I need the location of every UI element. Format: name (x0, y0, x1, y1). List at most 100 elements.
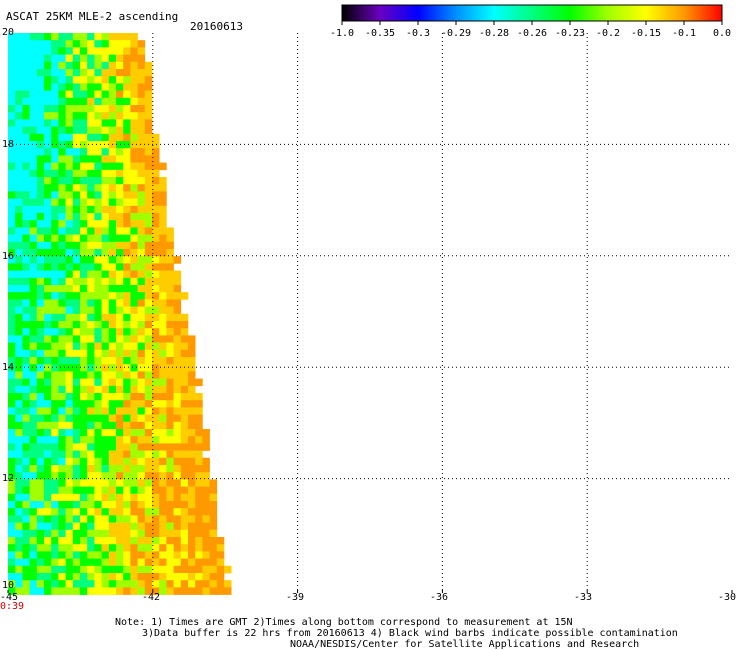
swath-cell (137, 270, 146, 279)
swath-cell (152, 414, 160, 423)
swath-cell (51, 364, 59, 372)
swath-cell (72, 256, 81, 264)
swath-cell (29, 256, 38, 264)
swath-cell (173, 486, 182, 495)
swath-cell (123, 421, 131, 430)
swath-cell (123, 529, 131, 538)
swath-cell (65, 112, 74, 120)
swath-cell (22, 234, 30, 243)
swath-cell (144, 529, 153, 538)
swath-cell (195, 565, 203, 574)
swath-cell (65, 148, 74, 156)
swath-cell (80, 292, 88, 300)
swath-cell (101, 256, 110, 264)
swath-cell (87, 385, 95, 394)
swath-cell (8, 472, 16, 480)
swath-cell (108, 436, 117, 444)
swath-cell (94, 400, 102, 408)
swath-cell (137, 429, 146, 437)
swath-cell (51, 551, 59, 559)
swath-cell (116, 205, 124, 214)
swath-cell (195, 558, 203, 567)
swath-cell (58, 277, 66, 286)
swath-cell (15, 450, 23, 459)
swath-cell (15, 364, 23, 372)
swath-cell (123, 234, 131, 243)
swath-cell (15, 515, 23, 523)
swath-cell (15, 249, 23, 257)
swath-cell (94, 479, 102, 487)
swath-cell (116, 270, 124, 279)
swath-cell (108, 385, 117, 394)
swath-cell (152, 299, 160, 307)
swath-cell (80, 213, 88, 221)
swath-cell (36, 537, 45, 545)
swath-cell (202, 429, 210, 437)
swath-cell (80, 472, 88, 480)
swath-cell (159, 364, 167, 372)
swath-cell (8, 241, 16, 250)
swath-cell (116, 177, 124, 185)
colorbar-label: -1.0 (330, 28, 354, 39)
swath-cell (36, 565, 45, 574)
swath-cell (108, 227, 117, 235)
swath-cell (29, 573, 38, 581)
swath-cell (101, 551, 110, 559)
swath-cell (44, 112, 52, 120)
swath-cell (72, 191, 81, 199)
swath-cell (72, 313, 81, 322)
swath-cell (22, 537, 30, 545)
swath-cell (123, 407, 131, 415)
swath-cell (101, 133, 110, 142)
swath-cell (144, 169, 153, 178)
swath-cell (65, 47, 74, 55)
swath-cell (36, 177, 45, 185)
swath-cell (195, 522, 203, 531)
swath-cell (87, 580, 95, 588)
swath-cell (29, 299, 38, 307)
swath-cell (15, 299, 23, 307)
swath-cell (116, 220, 124, 228)
swath-cell (137, 227, 146, 235)
swath-cell (144, 234, 153, 243)
swath-cell (130, 364, 138, 372)
swath-cell (80, 465, 88, 473)
swath-cell (94, 61, 102, 70)
swath-cell (51, 90, 59, 99)
x-tick-39: -39 (286, 592, 305, 603)
swath-cell (137, 573, 146, 581)
swath-cell (123, 551, 131, 559)
swath-cell (8, 61, 16, 70)
swath-cell (116, 472, 124, 480)
swath-cell (44, 270, 52, 279)
swath-cell (87, 76, 95, 84)
swath-cell (22, 573, 30, 581)
swath-cell (108, 479, 117, 487)
x-tick-42: -42 (142, 592, 161, 603)
swath-cell (173, 407, 182, 415)
swath-cell (80, 234, 88, 243)
swath-cell (152, 465, 160, 473)
swath-cell (108, 306, 117, 315)
swath-cell (87, 479, 95, 487)
swath-cell (29, 342, 38, 351)
swath-cell (72, 400, 81, 408)
swath-cell (87, 105, 95, 113)
swath-cell (15, 141, 23, 149)
swath-cell (101, 486, 110, 495)
swath-cell (159, 414, 167, 423)
swath-cell (51, 205, 59, 214)
swath-cell (51, 486, 59, 495)
swath-cell (44, 479, 52, 487)
swath-cell (29, 90, 38, 99)
swath-cell (180, 508, 189, 516)
swath-cell (44, 357, 52, 365)
swath-cell (137, 479, 146, 487)
swath-cell (58, 544, 66, 552)
swath-cell (87, 126, 95, 135)
swath-cell (144, 277, 153, 286)
swath-cell (15, 162, 23, 171)
swath-cell (22, 522, 30, 531)
swath-cell (29, 371, 38, 379)
swath-cell (123, 33, 131, 41)
